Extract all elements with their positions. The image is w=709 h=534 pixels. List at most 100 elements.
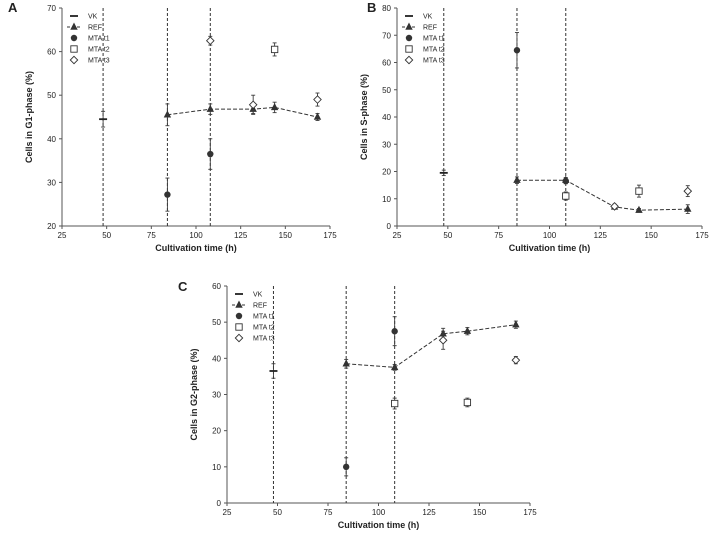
panel-b-series-mta-t1 — [513, 32, 569, 185]
panel-b-y-tick-label: 40 — [382, 113, 391, 122]
panel-b-mta-t2-point — [562, 192, 570, 200]
panel-a-mta-t3-point — [248, 100, 258, 110]
panel-b-series-vk — [439, 169, 448, 177]
panel-a-series-mta-t1 — [164, 138, 214, 212]
panel-a-ref-line — [167, 106, 318, 118]
panel-c-y-tick-label: 40 — [212, 354, 221, 363]
panel-b-x-axis-label: Cultivation time (h) — [509, 243, 591, 253]
panel-a-legend-ref-label: REF — [88, 25, 102, 32]
panel-c-legend-ref-label: REF — [253, 303, 267, 310]
panel-a-series-vk — [99, 110, 108, 128]
panel-a-mta-t1-point — [164, 191, 171, 198]
panel-b-y-tick-label: 60 — [382, 59, 391, 68]
panel-c-series-mta-t1 — [342, 316, 398, 477]
panel-b-legend-mta-t2-label: MTA t2 — [423, 47, 445, 54]
panel-a-legend-mta-t3-marker — [69, 55, 79, 65]
panel-b-ref-point — [635, 205, 643, 213]
panel-b-legend-mta-t2-marker — [405, 45, 413, 53]
panel-b-x-tick-label: 150 — [644, 231, 658, 240]
panel-c-x-tick-label: 100 — [372, 508, 386, 517]
panel-a-y-tick-label: 20 — [47, 222, 56, 231]
panel-a-legend-mta-t2-label: MTA t2 — [88, 47, 110, 54]
panel-c-y-axis-label: Cells in G2-phase (%) — [189, 348, 199, 440]
panel-c-legend-mta-t3-marker — [234, 333, 244, 343]
panel-c-label: C — [178, 279, 188, 294]
panel-b-legend-mta-t1-label: MTA t1 — [423, 36, 445, 43]
panel-a-y-axis-label: Cells in G1-phase (%) — [24, 71, 34, 163]
panel-c-series-mta-t3 — [438, 330, 521, 365]
panel-a-x-tick-label: 100 — [189, 231, 203, 240]
panel-c-mta-t2-point — [391, 399, 399, 408]
panel-c-legend-ref-marker — [235, 300, 243, 308]
panel-b-x-tick-label: 175 — [695, 231, 709, 240]
panel-b-ref-point — [684, 204, 692, 212]
panel-b-legend-mta-t2: MTA t2 — [405, 45, 445, 54]
panel-b-legend-ref-marker — [405, 22, 413, 30]
panel-a-ref-point — [163, 110, 172, 118]
panel-b-y-tick-label: 20 — [382, 168, 391, 177]
panel-c-series-vk — [269, 363, 278, 379]
panel-b-y-tick-label: 50 — [382, 86, 391, 95]
panel-a-y-tick-label: 60 — [47, 48, 56, 57]
panel-a-mta-t3-point — [313, 95, 322, 104]
panel-a-legend-mta-t3: MTA t3 — [69, 55, 110, 65]
panel-c-legend-mta-t1-label: MTA t1 — [253, 314, 275, 321]
panel-c-series-mta-t2 — [391, 397, 472, 410]
panel-c-legend-vk-label: VK — [253, 292, 263, 299]
panel-a-x-tick-label: 75 — [147, 231, 156, 240]
panel-a-series-mta-t2 — [270, 42, 279, 57]
panel-b-mta-t3-point — [683, 186, 693, 196]
panel-a-x-tick-label: 175 — [323, 231, 337, 240]
panel-a-y-tick-label: 50 — [47, 91, 56, 100]
panel-c-x-tick-label: 75 — [324, 508, 333, 517]
panel-c-y-tick-label: 10 — [212, 463, 221, 472]
panel-a-series-ref — [163, 101, 322, 127]
panel-b-legend-vk-label: VK — [423, 14, 433, 21]
panel-b-y-axis-label: Cells in S-phase (%) — [359, 74, 369, 160]
panel-a-legend-mta-t2-marker — [70, 45, 78, 53]
panel-a-series-mta-t3 — [205, 35, 322, 115]
panel-b-x-tick-label: 100 — [543, 231, 557, 240]
panel-b-y-tick-label: 10 — [382, 195, 391, 204]
panel-c-legend-mta-t3-label: MTA t3 — [253, 336, 275, 343]
panel-c-mta-t1-point — [391, 328, 398, 335]
panel-b-legend-mta-t3-label: MTA t3 — [423, 58, 445, 65]
panel-c-x-tick-label: 150 — [473, 508, 487, 517]
panel-a-x-tick-label: 150 — [279, 231, 293, 240]
panel-c-y-tick-label: 0 — [217, 499, 222, 508]
panel-c-ref-point — [342, 359, 350, 367]
panel-a-ref-point — [313, 112, 322, 120]
panel-c-series-ref — [342, 320, 520, 371]
panel-c-legend-mta-t2-label: MTA t2 — [253, 325, 275, 332]
panel-b-ref-line — [516, 179, 688, 211]
panel-c-mta-t1-point — [342, 463, 350, 471]
panel-c-legend-ref: REF — [232, 300, 267, 310]
panel-b-y-tick-label: 30 — [382, 140, 391, 149]
panel-a-y-tick-label: 70 — [47, 4, 56, 13]
panel-a-mta-t1-point — [207, 150, 214, 158]
panel-a-legend-mta-t1-marker — [70, 34, 78, 42]
panel-a-y-tick-label: 30 — [47, 178, 56, 187]
panel-c-x-tick-label: 175 — [523, 508, 537, 517]
panel-c-x-tick-label: 25 — [223, 508, 232, 517]
panel-c-legend-mta-t2: MTA t2 — [235, 323, 275, 332]
panel-a-label: A — [8, 0, 18, 15]
panel-a-x-tick-label: 125 — [234, 231, 248, 240]
panel-b-y-tick-label: 70 — [382, 31, 391, 40]
panel-c-y-tick-label: 30 — [212, 391, 221, 400]
panel-a-ref-point — [270, 102, 279, 111]
panel-b-mta-t1-point — [562, 177, 569, 185]
panel-b-x-tick-label: 75 — [494, 231, 503, 240]
panel-c-x-tick-label: 125 — [422, 508, 436, 517]
panel-b-ref-point — [513, 175, 521, 183]
panel-a-legend-mta-t1-label: MTA t1 — [88, 36, 110, 43]
panel-c-mta-t3-point — [511, 355, 521, 365]
panel-a-legend-vk: VK — [70, 14, 98, 21]
panel-c-ref-point — [390, 362, 399, 371]
panel-b-mta-t2-point — [635, 187, 643, 195]
panel-a-legend-mta-t1: MTA t1 — [70, 34, 110, 43]
panel-c-y-tick-label: 50 — [212, 318, 221, 327]
panel-b-x-tick-label: 50 — [443, 231, 452, 240]
panel-b-legend-vk: VK — [405, 14, 433, 21]
